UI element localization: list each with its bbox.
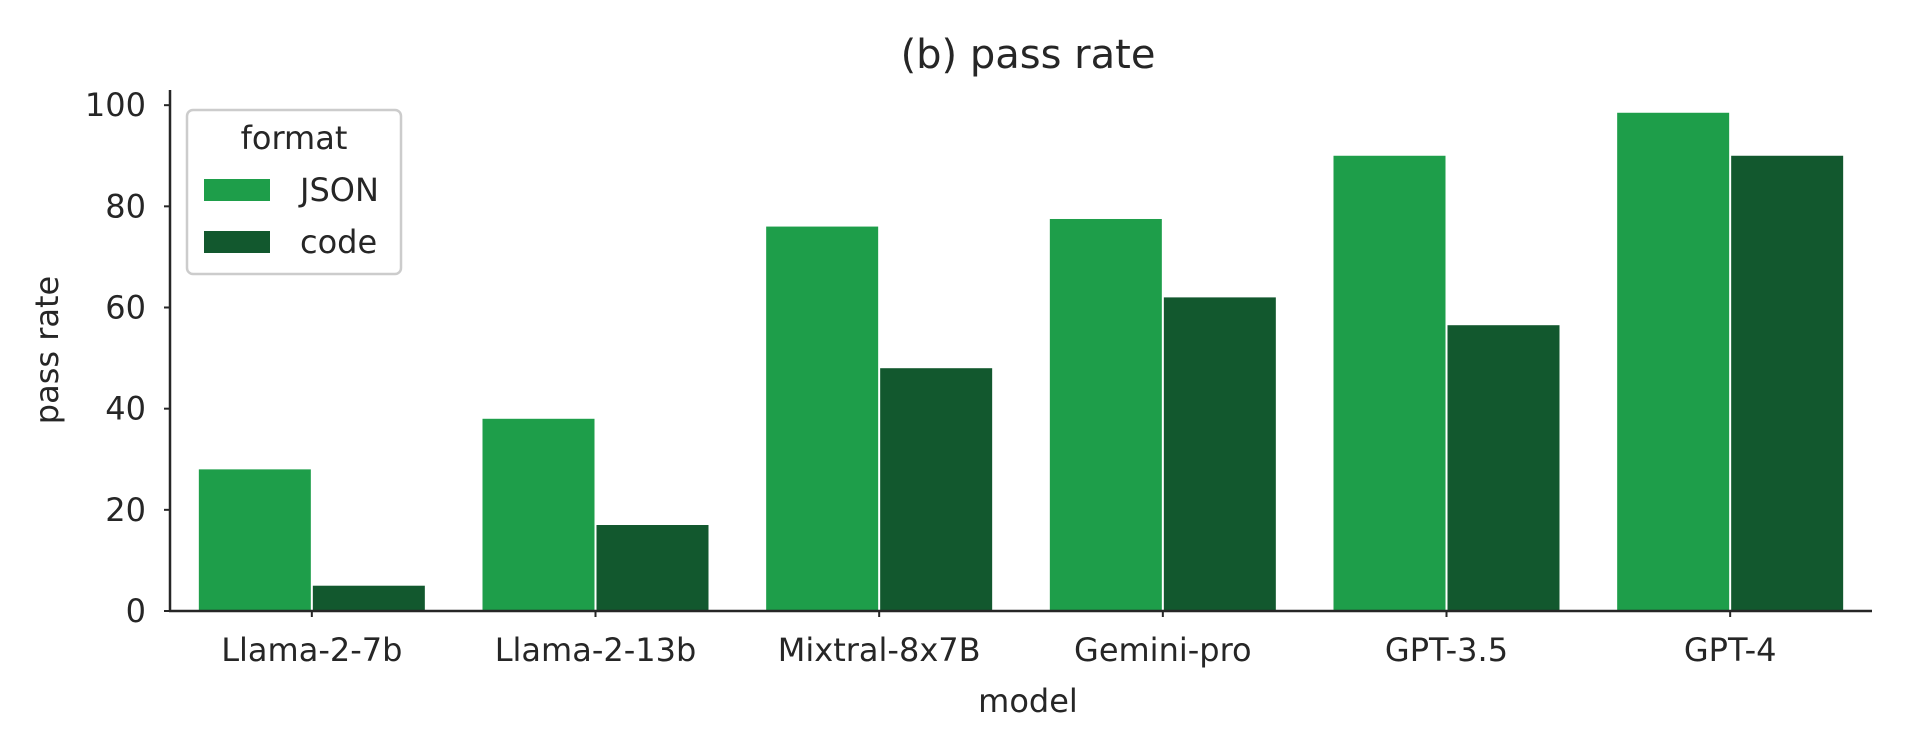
x-tick-label: Llama-2-13b	[495, 631, 697, 669]
x-tick-label: GPT-3.5	[1385, 631, 1508, 669]
bar-code-llama-2-13b	[596, 525, 709, 611]
chart-title: (b) pass rate	[901, 32, 1156, 78]
bar-json-llama-2-7b	[198, 469, 311, 611]
x-tick-label: Gemini-pro	[1074, 631, 1252, 669]
legend-title: format	[241, 119, 348, 157]
y-tick-label: 0	[126, 592, 146, 630]
y-tick-label: 100	[85, 86, 146, 124]
x-tick-label: Llama-2-7b	[221, 631, 402, 669]
bar-json-gemini-pro	[1049, 218, 1162, 611]
x-tick-label: Mixtral-8x7B	[778, 631, 981, 669]
y-axis-label: pass rate	[28, 276, 66, 424]
y-tick-label: 80	[105, 187, 146, 225]
y-tick-label: 40	[105, 390, 146, 428]
x-axis-label: model	[978, 682, 1078, 720]
bar-code-gpt-3.5	[1447, 325, 1560, 611]
bars-group	[198, 112, 1844, 612]
x-tick-label: GPT-4	[1684, 631, 1777, 669]
bar-json-gpt-4	[1617, 112, 1730, 611]
bar-code-llama-2-7b	[312, 585, 425, 611]
legend-swatch-json	[204, 179, 270, 201]
legend-label-code: code	[300, 223, 377, 261]
y-tick-label: 20	[105, 491, 146, 529]
bar-json-llama-2-13b	[482, 418, 595, 611]
bar-code-gemini-pro	[1163, 297, 1276, 611]
legend: format JSON code	[185, 108, 403, 276]
legend-label-json: JSON	[298, 171, 379, 209]
bar-json-mixtral-8x7b	[766, 226, 879, 611]
y-ticks-group: 0 20 40 60 80 100	[85, 86, 170, 630]
x-ticks-group: Llama-2-7b Llama-2-13b Mixtral-8x7B Gemini-…	[221, 611, 1776, 669]
bar-json-gpt-3.5	[1333, 155, 1446, 612]
legend-swatch-code	[204, 231, 270, 253]
bar-code-gpt-4	[1731, 155, 1844, 612]
bar-code-mixtral-8x7b	[880, 368, 993, 611]
y-tick-label: 60	[105, 289, 146, 327]
